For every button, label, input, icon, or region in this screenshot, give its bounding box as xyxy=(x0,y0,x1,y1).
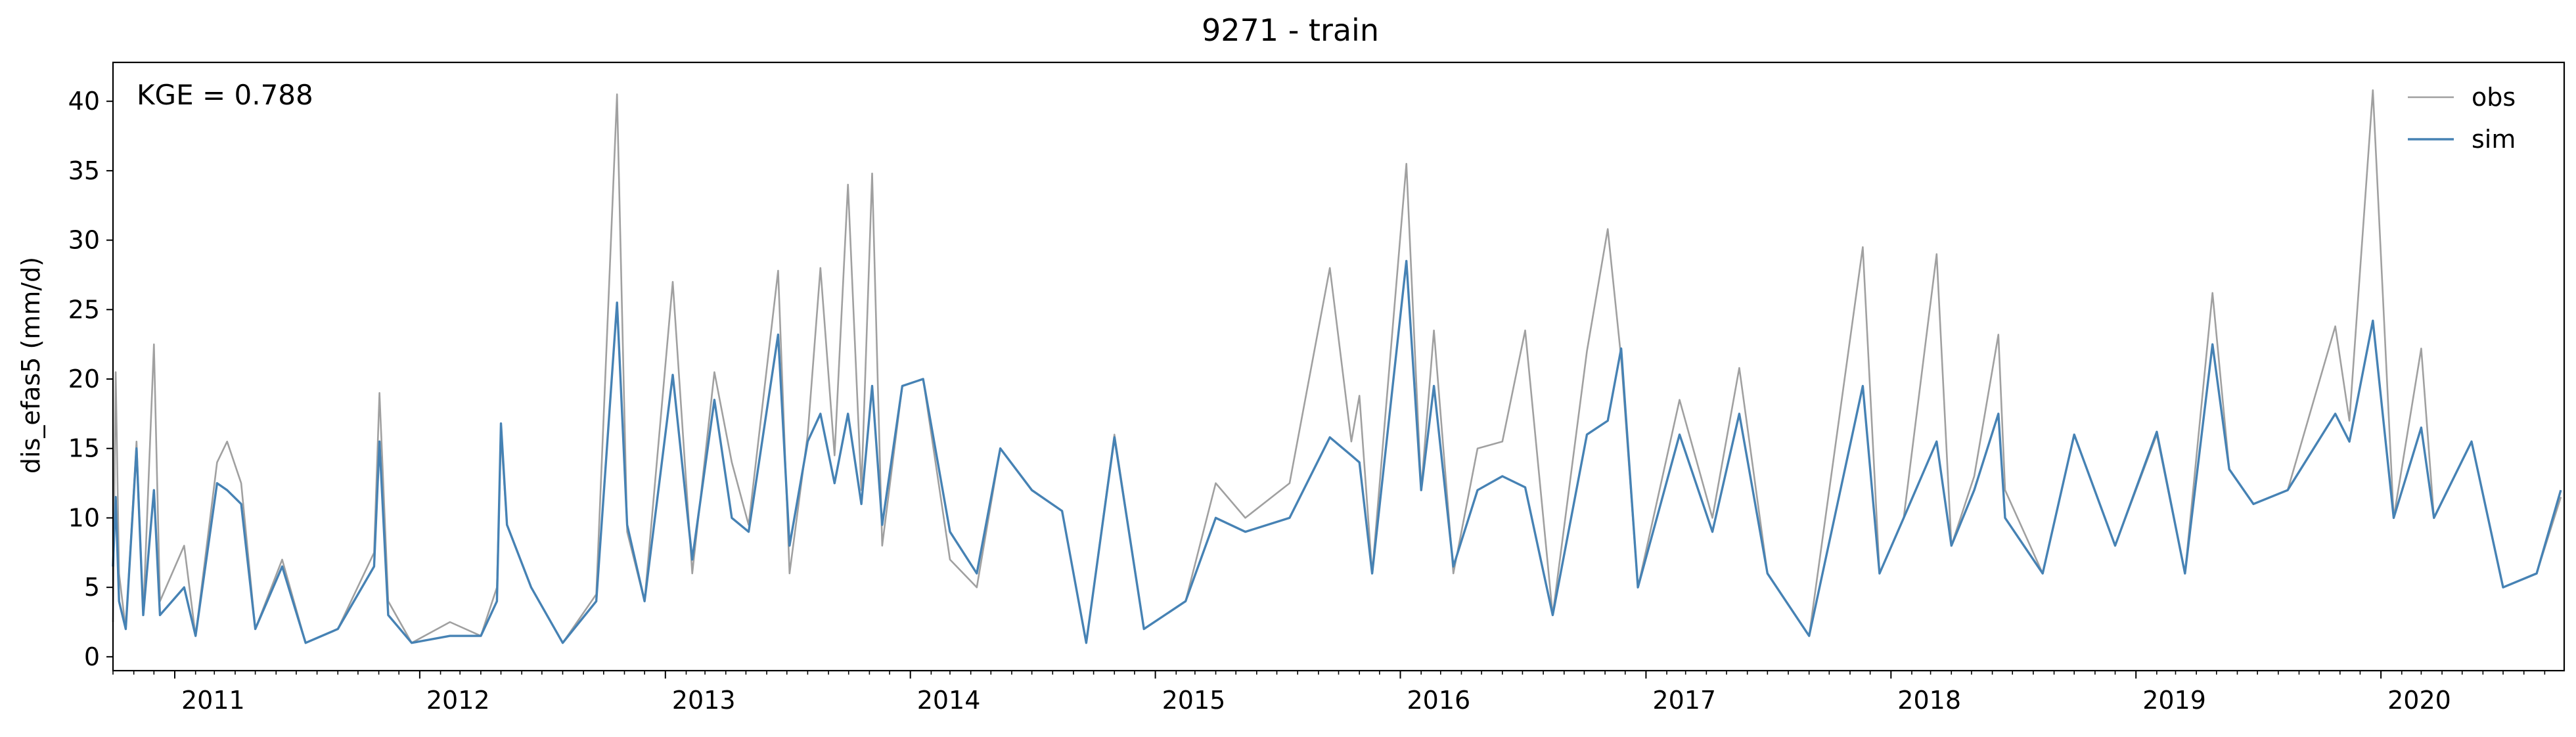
x-tick-label: 2011 xyxy=(181,686,245,715)
x-tick-label: 2019 xyxy=(2142,686,2206,715)
x-tick-label: 2015 xyxy=(1162,686,1226,715)
x-tick-label: 2018 xyxy=(1897,686,1961,715)
y-tick-label: 10 xyxy=(68,503,100,532)
x-tick-label: 2017 xyxy=(1652,686,1716,715)
series-layer xyxy=(112,89,2562,644)
legend-label-sim: sim xyxy=(2472,125,2516,154)
x-tick-label: 2016 xyxy=(1407,686,1470,715)
y-axis-label: dis_efas5 (mm/d) xyxy=(16,257,45,474)
x-tick-label: 2014 xyxy=(917,686,981,715)
plot-area-frame xyxy=(112,61,2565,672)
series-line-obs xyxy=(112,89,2562,644)
y-tick-label: 40 xyxy=(68,87,100,116)
legend-label-obs: obs xyxy=(2472,83,2516,112)
chart-title: 9271 - train xyxy=(1202,12,1379,48)
x-tick-label: 2020 xyxy=(2387,686,2451,715)
y-tick-label: 5 xyxy=(84,573,100,602)
y-tick-label: 15 xyxy=(68,434,100,463)
y-tick-label: 25 xyxy=(68,295,100,324)
y-tick-label: 20 xyxy=(68,365,100,393)
kge-annotation: KGE = 0.788 xyxy=(137,79,313,111)
legend: obs sim xyxy=(2408,83,2516,154)
series-line-sim xyxy=(112,259,2562,644)
axis-layer: 0 5 10 15 20 25 30 35 40 2011 2012 2013 2014 2015 2016… xyxy=(68,87,2546,715)
x-tick-label: 2012 xyxy=(426,686,490,715)
y-tick-label: 30 xyxy=(68,226,100,255)
y-tick-label: 35 xyxy=(68,156,100,185)
x-tick-label: 2013 xyxy=(672,686,736,715)
y-tick-label: 0 xyxy=(84,642,100,671)
